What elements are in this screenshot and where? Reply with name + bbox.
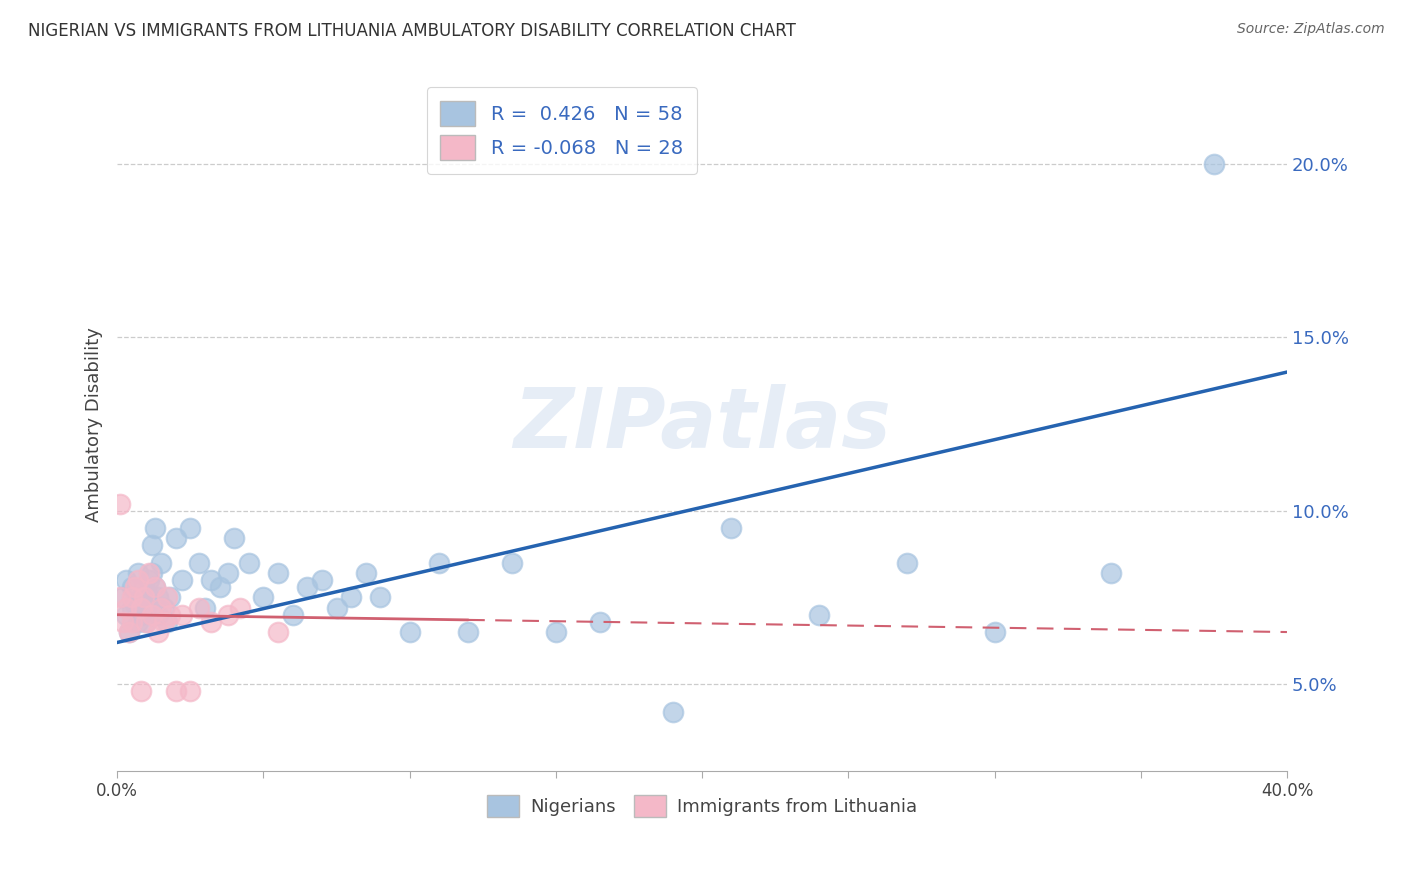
Point bbox=[141, 607, 163, 622]
Point bbox=[127, 573, 149, 587]
Point bbox=[179, 684, 201, 698]
Point bbox=[896, 556, 918, 570]
Point bbox=[544, 625, 567, 640]
Point bbox=[141, 538, 163, 552]
Point bbox=[118, 625, 141, 640]
Point bbox=[370, 591, 392, 605]
Point bbox=[188, 556, 211, 570]
Point bbox=[146, 607, 169, 622]
Text: ZIPatlas: ZIPatlas bbox=[513, 384, 891, 465]
Point bbox=[1101, 566, 1123, 581]
Point bbox=[159, 607, 181, 622]
Point bbox=[135, 615, 157, 629]
Point bbox=[983, 625, 1005, 640]
Point bbox=[135, 615, 157, 629]
Point bbox=[457, 625, 479, 640]
Point bbox=[200, 573, 222, 587]
Point bbox=[156, 591, 179, 605]
Point bbox=[108, 497, 131, 511]
Point bbox=[808, 607, 831, 622]
Point bbox=[129, 684, 152, 698]
Point bbox=[297, 580, 319, 594]
Point bbox=[170, 607, 193, 622]
Point bbox=[179, 521, 201, 535]
Point bbox=[121, 591, 143, 605]
Point bbox=[156, 615, 179, 629]
Point bbox=[138, 566, 160, 581]
Point bbox=[150, 600, 173, 615]
Point bbox=[132, 591, 155, 605]
Point bbox=[238, 556, 260, 570]
Point bbox=[662, 705, 685, 719]
Point bbox=[267, 625, 290, 640]
Point bbox=[127, 566, 149, 581]
Point bbox=[121, 615, 143, 629]
Point bbox=[124, 597, 146, 611]
Point bbox=[1202, 157, 1225, 171]
Legend: Nigerians, Immigrants from Lithuania: Nigerians, Immigrants from Lithuania bbox=[479, 788, 925, 824]
Point bbox=[188, 600, 211, 615]
Point bbox=[118, 625, 141, 640]
Point bbox=[208, 580, 231, 594]
Point bbox=[159, 591, 181, 605]
Point bbox=[127, 615, 149, 629]
Point bbox=[112, 591, 135, 605]
Point bbox=[146, 591, 169, 605]
Point bbox=[121, 600, 143, 615]
Point bbox=[170, 573, 193, 587]
Point bbox=[138, 573, 160, 587]
Point bbox=[427, 556, 450, 570]
Point bbox=[121, 580, 143, 594]
Point bbox=[138, 591, 160, 605]
Point bbox=[150, 556, 173, 570]
Point bbox=[141, 566, 163, 581]
Point bbox=[720, 521, 742, 535]
Point bbox=[129, 607, 152, 622]
Point bbox=[153, 600, 176, 615]
Text: Source: ZipAtlas.com: Source: ZipAtlas.com bbox=[1237, 22, 1385, 37]
Point bbox=[143, 580, 166, 594]
Point bbox=[267, 566, 290, 581]
Point bbox=[200, 615, 222, 629]
Point bbox=[124, 580, 146, 594]
Point bbox=[115, 573, 138, 587]
Point bbox=[398, 625, 420, 640]
Point bbox=[229, 600, 252, 615]
Text: NIGERIAN VS IMMIGRANTS FROM LITHUANIA AMBULATORY DISABILITY CORRELATION CHART: NIGERIAN VS IMMIGRANTS FROM LITHUANIA AM… bbox=[28, 22, 796, 40]
Point bbox=[129, 600, 152, 615]
Point bbox=[252, 591, 274, 605]
Point bbox=[115, 600, 138, 615]
Point bbox=[311, 573, 333, 587]
Point bbox=[143, 580, 166, 594]
Point bbox=[194, 600, 217, 615]
Point bbox=[129, 591, 152, 605]
Point bbox=[108, 591, 131, 605]
Point bbox=[165, 684, 187, 698]
Point bbox=[325, 600, 347, 615]
Point bbox=[135, 600, 157, 615]
Point bbox=[354, 566, 377, 581]
Y-axis label: Ambulatory Disability: Ambulatory Disability bbox=[86, 326, 103, 522]
Point bbox=[112, 615, 135, 629]
Point bbox=[115, 607, 138, 622]
Point bbox=[501, 556, 523, 570]
Point bbox=[165, 532, 187, 546]
Point bbox=[146, 625, 169, 640]
Point bbox=[281, 607, 304, 622]
Point bbox=[132, 580, 155, 594]
Point bbox=[217, 566, 239, 581]
Point bbox=[340, 591, 363, 605]
Point bbox=[217, 607, 239, 622]
Point bbox=[589, 615, 612, 629]
Point bbox=[143, 521, 166, 535]
Point bbox=[224, 532, 246, 546]
Point bbox=[153, 615, 176, 629]
